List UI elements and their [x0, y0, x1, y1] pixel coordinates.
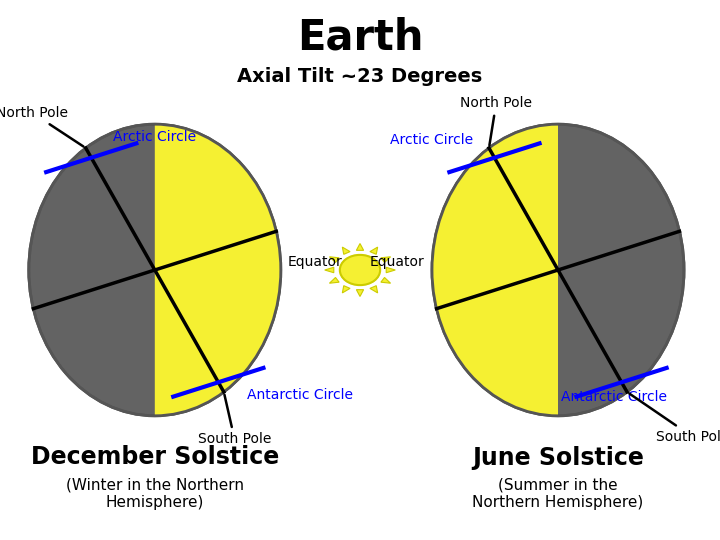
Text: Equator: Equator [370, 255, 425, 269]
Polygon shape [386, 267, 395, 273]
Circle shape [340, 255, 380, 285]
Text: Axial Tilt ~23 Degrees: Axial Tilt ~23 Degrees [238, 68, 482, 86]
Text: Earth: Earth [297, 16, 423, 58]
Polygon shape [356, 244, 364, 251]
Polygon shape [381, 257, 390, 262]
Polygon shape [356, 289, 364, 296]
Text: June Solstice: June Solstice [472, 446, 644, 469]
Polygon shape [432, 124, 558, 416]
Ellipse shape [432, 124, 684, 416]
Ellipse shape [29, 124, 281, 416]
Text: Antarctic Circle: Antarctic Circle [247, 388, 353, 402]
Text: South Pole: South Pole [629, 394, 720, 444]
Polygon shape [325, 267, 334, 273]
Text: (Summer in the
Northern Hemisphere): (Summer in the Northern Hemisphere) [472, 478, 644, 510]
Text: Antarctic Circle: Antarctic Circle [562, 390, 667, 404]
Polygon shape [381, 278, 390, 283]
Text: North Pole: North Pole [460, 96, 532, 145]
Polygon shape [370, 247, 377, 254]
Polygon shape [330, 278, 339, 283]
Polygon shape [343, 286, 350, 293]
Text: South Pole: South Pole [198, 395, 271, 447]
Polygon shape [155, 124, 281, 416]
Polygon shape [343, 247, 350, 254]
Text: (Winter in the Northern
Hemisphere): (Winter in the Northern Hemisphere) [66, 478, 244, 510]
Text: Arctic Circle: Arctic Circle [113, 130, 196, 144]
Text: North Pole: North Pole [0, 106, 84, 146]
Text: Arctic Circle: Arctic Circle [390, 133, 473, 147]
Text: December Solstice: December Solstice [31, 446, 279, 469]
Polygon shape [330, 257, 339, 262]
Text: Equator: Equator [288, 255, 343, 269]
Polygon shape [370, 286, 377, 293]
